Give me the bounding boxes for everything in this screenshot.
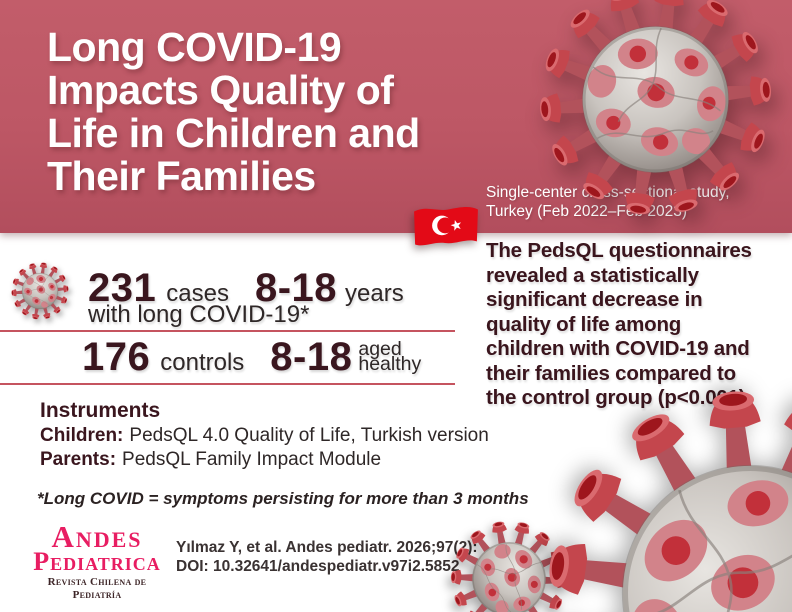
long-covid-footnote: *Long COVID = symptoms persisting for mo… [37, 489, 529, 508]
instruments-children-row: Children: PedsQL 4.0 Quality of Life, Tur… [40, 424, 489, 448]
controls-count-label: controls [160, 349, 245, 376]
divider-line [0, 330, 455, 332]
controls-age-range: 8-18 [270, 335, 353, 379]
page-title: Long COVID-19 Impacts Quality of Life in… [47, 26, 420, 198]
citation-line: DOI: 10.32641/andespediatr.v97i2.5852 [176, 557, 460, 575]
key-finding-line: significant decrease in [486, 288, 703, 311]
coronavirus-icon [11, 262, 69, 320]
divider-line [0, 383, 455, 385]
journal-logo-tagline: Revista Chilena de Pediatría [47, 576, 147, 601]
controls-age-label-bottom: healthy [358, 353, 422, 375]
key-finding-line: The PedsQL questionnaires [486, 239, 752, 262]
children-value: PedsQL 4.0 Quality of Life, Turkish vers… [129, 425, 489, 446]
children-label: Children: [40, 425, 124, 446]
title-line: Their Families [47, 153, 316, 199]
controls-stat-row: 176 controls 8-18 aged healthy [82, 337, 421, 377]
key-finding-line: quality of life among [486, 312, 682, 336]
journal-logo-name-line1: Andes [51, 519, 143, 554]
journal-logo: Andes Pediatrica Revista Chilena de Pedi… [26, 519, 168, 602]
instruments-section: Instruments Children: PedsQL 4.0 Quality … [40, 398, 489, 472]
journal-logo-name-line2: Pediatrica [33, 547, 161, 576]
parents-label: Parents: [40, 449, 117, 470]
cases-age-label: years [345, 280, 404, 307]
coronavirus-illustration-bottom-right [545, 388, 792, 612]
citation: Yılmaz Y, et al. Andes pediatr. 2026;97(… [176, 539, 478, 576]
controls-age-label-top: aged [358, 338, 402, 360]
instruments-parents-row: Parents: PedsQL Family Impact Module [40, 448, 489, 472]
key-finding-line: children with COVID-19 and [486, 337, 750, 360]
key-finding-line: the control group (p<0.001) [486, 386, 746, 409]
cases-count-label: cases [166, 280, 229, 307]
key-finding-line: their families compared to [486, 361, 736, 385]
turkey-flag-icon [414, 206, 478, 246]
controls-count: 176 [82, 335, 151, 379]
cases-detail: with long COVID-19* [88, 301, 310, 328]
citation-line: Yılmaz Y, et al. Andes pediatr. 2026;97(… [176, 539, 478, 556]
parents-value: PedsQL Family Impact Module [122, 449, 382, 470]
title-line: Long COVID-19 [47, 24, 342, 70]
key-finding-text: The PedsQL questionnaires revealed a sta… [486, 239, 786, 411]
cases-stat-row: 231 cases 8-18 years [88, 268, 404, 308]
instruments-heading: Instruments [40, 399, 161, 422]
key-finding-line: revealed a statistically [486, 263, 699, 287]
coronavirus-illustration-top-right [538, 0, 773, 217]
cases-count: 231 [88, 266, 157, 310]
cases-age-range: 8-18 [254, 266, 338, 310]
controls-age-label: aged healthy [358, 338, 422, 375]
title-line: Life in Children and [47, 110, 420, 156]
title-line: Impacts Quality of [47, 67, 394, 113]
